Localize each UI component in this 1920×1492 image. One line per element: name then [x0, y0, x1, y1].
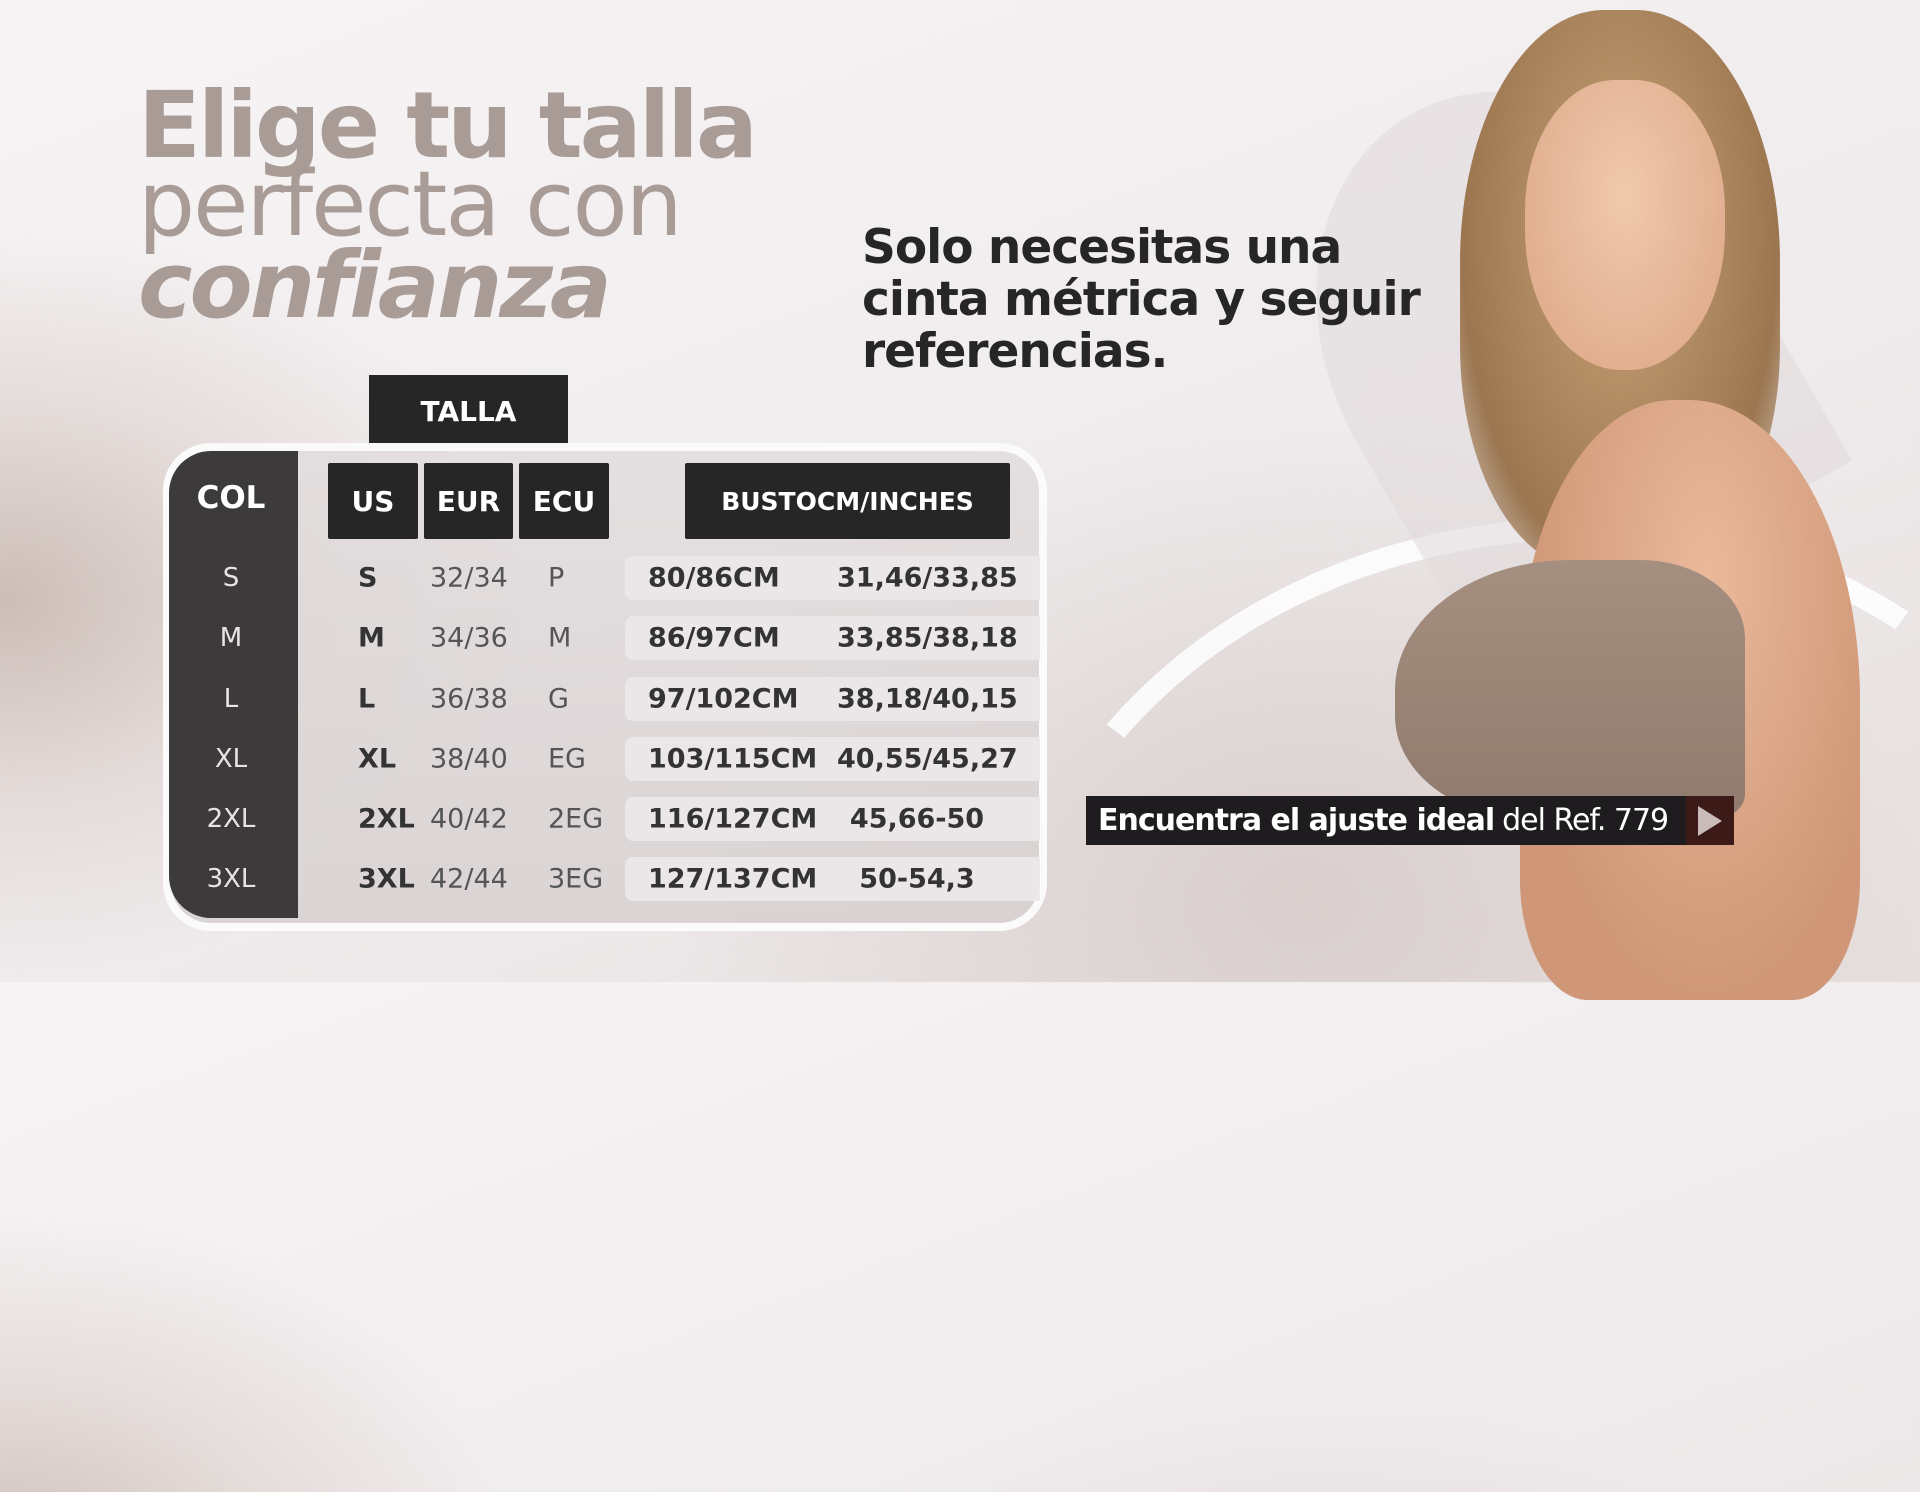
cell-col: M	[219, 623, 243, 653]
bra	[1395, 560, 1745, 820]
row-highlight	[625, 797, 1040, 841]
heading-line-3: confianza	[138, 232, 612, 339]
header-col: COL	[196, 480, 266, 516]
row-highlight	[625, 737, 1040, 781]
cell-eur: 40/42	[430, 803, 508, 835]
cta-button[interactable]: Encuentra el ajuste ideal del Ref. 779	[1086, 796, 1686, 845]
model-photo	[1340, 0, 1920, 1000]
cell-bust-inches: 33,85/38,18	[837, 622, 1018, 654]
header-ecu: ECU	[519, 463, 609, 539]
cell-ecu: G	[548, 683, 569, 715]
cell-bust-cm: 80/86CM	[648, 562, 780, 594]
cell-bust-inches: 38,18/40,15	[837, 683, 1018, 715]
cell-ecu: 2EG	[548, 803, 604, 835]
cell-col: 2XL	[206, 804, 256, 834]
cta-ref-text: del Ref. 779	[1502, 803, 1669, 838]
cell-bust-cm: 86/97CM	[648, 622, 780, 654]
cell-us: 2XL	[358, 803, 415, 835]
cell-ecu: 3EG	[548, 863, 604, 895]
face	[1525, 80, 1725, 370]
cell-bust-cm: 116/127CM	[648, 803, 818, 835]
play-icon	[1698, 805, 1722, 836]
cell-col: L	[223, 684, 239, 714]
subtitle: Solo necesitas una cinta métrica y segui…	[862, 220, 1421, 379]
talla-group-header: TALLA	[369, 375, 568, 448]
cell-col: S	[222, 563, 240, 593]
cell-us: 3XL	[358, 863, 415, 895]
cell-bust-inches: 40,55/45,27	[837, 743, 1018, 775]
cell-bust-cm: 97/102CM	[648, 683, 799, 715]
row-highlight	[625, 556, 1040, 600]
cell-ecu: EG	[548, 743, 586, 775]
cta-bold-text: Encuentra el ajuste ideal	[1098, 803, 1495, 838]
col-column-bg	[169, 451, 298, 918]
play-button[interactable]	[1686, 796, 1734, 845]
cell-eur: 38/40	[430, 743, 508, 775]
heading-line-2: perfecta con	[138, 152, 683, 257]
cell-col: XL	[214, 744, 248, 774]
heading-line-1: Elige tu talla	[138, 72, 758, 179]
cell-bust-inches: 45,66-50	[849, 803, 985, 835]
cell-eur: 34/36	[430, 622, 508, 654]
cell-eur: 32/34	[430, 562, 508, 594]
cell-us: S	[358, 562, 378, 594]
row-highlight	[625, 677, 1040, 721]
cell-col: 3XL	[206, 864, 256, 894]
cell-bust-cm: 103/115CM	[648, 743, 818, 775]
header-us: US	[328, 463, 418, 539]
cell-bust-cm: 127/137CM	[648, 863, 818, 895]
cell-eur: 42/44	[430, 863, 508, 895]
header-busto: BUSTOCM/INCHES	[685, 463, 1010, 539]
cell-us: XL	[358, 743, 397, 775]
cell-us: L	[358, 683, 376, 715]
cell-eur: 36/38	[430, 683, 508, 715]
cell-bust-inches: 50-54,3	[859, 863, 975, 895]
cell-ecu: M	[548, 622, 572, 654]
row-highlight	[625, 857, 1040, 901]
cell-us: M	[358, 622, 385, 654]
header-eur: EUR	[424, 463, 513, 539]
row-highlight	[625, 616, 1040, 660]
cell-ecu: P	[548, 562, 565, 594]
cell-bust-inches: 31,46/33,85	[837, 562, 1018, 594]
